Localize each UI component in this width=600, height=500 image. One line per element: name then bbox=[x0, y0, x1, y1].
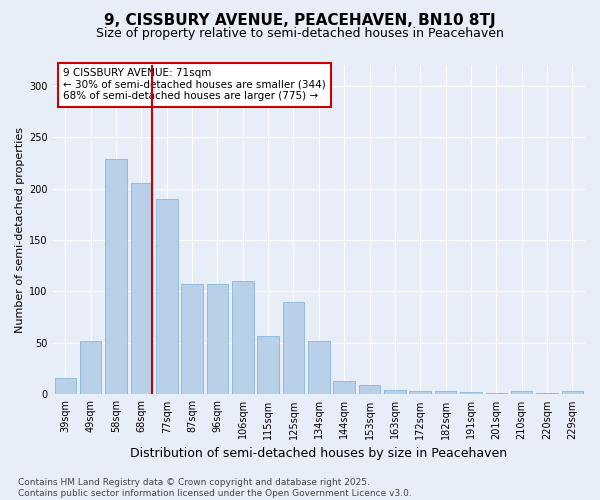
Bar bbox=[308, 341, 329, 394]
Bar bbox=[232, 281, 254, 394]
Bar bbox=[206, 284, 228, 395]
Bar bbox=[156, 199, 178, 394]
Text: 9, CISSBURY AVENUE, PEACEHAVEN, BN10 8TJ: 9, CISSBURY AVENUE, PEACEHAVEN, BN10 8TJ bbox=[104, 12, 496, 28]
Bar bbox=[105, 158, 127, 394]
Bar bbox=[562, 392, 583, 394]
Bar bbox=[181, 284, 203, 395]
X-axis label: Distribution of semi-detached houses by size in Peacehaven: Distribution of semi-detached houses by … bbox=[130, 447, 508, 460]
Bar bbox=[334, 381, 355, 394]
Bar bbox=[409, 392, 431, 394]
Bar bbox=[460, 392, 482, 394]
Bar bbox=[80, 341, 101, 394]
Bar bbox=[359, 385, 380, 394]
Bar bbox=[283, 302, 304, 394]
Bar bbox=[55, 378, 76, 394]
Bar bbox=[131, 184, 152, 394]
Bar bbox=[257, 336, 279, 394]
Text: Size of property relative to semi-detached houses in Peacehaven: Size of property relative to semi-detach… bbox=[96, 28, 504, 40]
Text: Contains HM Land Registry data © Crown copyright and database right 2025.
Contai: Contains HM Land Registry data © Crown c… bbox=[18, 478, 412, 498]
Bar bbox=[435, 392, 457, 394]
Bar bbox=[384, 390, 406, 394]
Bar bbox=[511, 392, 532, 394]
Text: 9 CISSBURY AVENUE: 71sqm
← 30% of semi-detached houses are smaller (344)
68% of : 9 CISSBURY AVENUE: 71sqm ← 30% of semi-d… bbox=[63, 68, 326, 102]
Y-axis label: Number of semi-detached properties: Number of semi-detached properties bbox=[15, 126, 25, 332]
